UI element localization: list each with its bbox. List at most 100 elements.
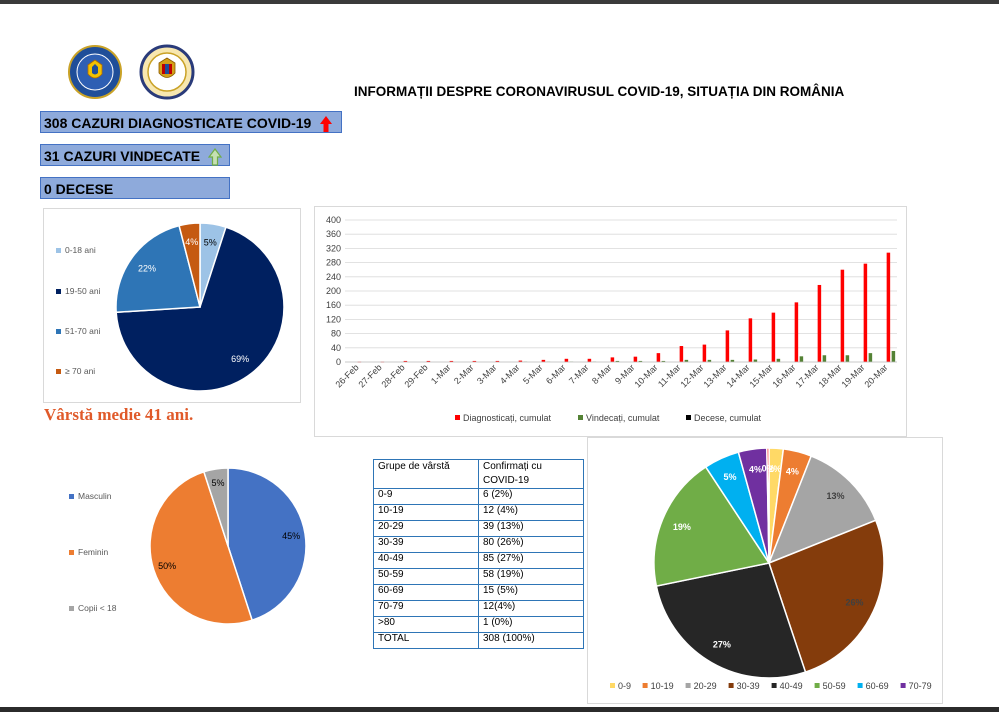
table-cell-confirmed: 80 (26%) xyxy=(478,536,584,553)
legend-label: Vindecați, cumulat xyxy=(586,413,660,423)
legend-swatch xyxy=(69,494,74,500)
y-tick-label: 280 xyxy=(326,258,341,268)
bar-diagnosed xyxy=(610,357,615,362)
table-row: 0-9 6 (2%) xyxy=(373,488,584,505)
x-tick-label: 8-Mar xyxy=(590,362,614,386)
table-cell-confirmed: 1 (0%) xyxy=(478,616,584,633)
x-tick-label: 13-Mar xyxy=(701,362,728,389)
legend-label: 40-49 xyxy=(780,681,803,691)
table-cell-age-group: 50-59 xyxy=(373,568,479,585)
pie-slice-feminin xyxy=(149,470,254,625)
bar-recovered xyxy=(661,360,666,362)
y-tick-label: 80 xyxy=(331,329,341,339)
legend-label: 60-69 xyxy=(866,681,889,691)
legend-item: ≥ 70 ani xyxy=(56,366,95,376)
x-tick-label: 6-Mar xyxy=(544,362,568,386)
x-tick-label: 18-Mar xyxy=(816,362,843,389)
pie-data-label: 22% xyxy=(138,263,156,273)
table-header-age-group: Grupe de vârstă xyxy=(373,459,479,489)
pie-slice-70-ani xyxy=(178,222,201,308)
legend-label: Feminin xyxy=(78,547,109,557)
legend-swatch xyxy=(56,289,61,295)
pie-data-label: 27% xyxy=(713,640,731,650)
pie-data-label: 5% xyxy=(204,237,217,247)
x-tick-label: 28-Feb xyxy=(379,362,406,389)
gender-pie-panel: Masculin Feminin Copii < 18 45% 50% 5% xyxy=(44,454,349,656)
x-tick-label: 12-Mar xyxy=(678,362,705,389)
pie-slice-30-39 xyxy=(768,519,885,674)
pie-slice-masculin xyxy=(227,467,307,622)
y-tick-label: 160 xyxy=(326,300,341,310)
bar-recovered xyxy=(776,358,781,362)
arrow-up-red-icon xyxy=(320,116,333,133)
bar-recovered xyxy=(753,359,758,362)
table-cell-confirmed: 6 (2%) xyxy=(478,488,584,505)
table-cell-confirmed: 12 (4%) xyxy=(478,504,584,521)
legend-label: Masculin xyxy=(78,491,112,501)
pie-data-label: 4% xyxy=(786,467,799,477)
legend-label: 20-29 xyxy=(694,681,717,691)
x-tick-label: 17-Mar xyxy=(793,362,820,389)
table-cell-age-group: 40-49 xyxy=(373,552,479,569)
y-tick-label: 400 xyxy=(326,215,341,225)
pie-data-label: 0% xyxy=(762,464,775,474)
bar-diagnosed xyxy=(541,359,546,362)
x-tick-label: 14-Mar xyxy=(724,362,751,389)
bar-diagnosed xyxy=(886,252,891,362)
table-cell-age-group: 10-19 xyxy=(373,504,479,521)
government-seal-logo xyxy=(68,45,122,99)
table-cell-confirmed: 12(4%) xyxy=(478,600,584,617)
pie-slice-50-59 xyxy=(653,465,771,587)
table-row: 50-59 58 (19%) xyxy=(373,568,584,585)
x-tick-label: 1-Mar xyxy=(429,362,453,386)
legend-swatch xyxy=(455,415,460,420)
pie-slice-copii-18 xyxy=(202,467,229,547)
bar-recovered xyxy=(799,356,804,362)
table-cell-confirmed: 58 (19%) xyxy=(478,568,584,585)
bar-diagnosed xyxy=(679,346,684,362)
legend-swatch xyxy=(642,683,648,688)
bar-diagnosed xyxy=(403,360,408,362)
bar-recovered xyxy=(638,360,643,362)
pie-data-label: 26% xyxy=(846,598,864,608)
bar-recovered xyxy=(891,350,896,362)
table-header-row: Grupe de vârstă Confirmați cu COVID-19 xyxy=(373,459,584,489)
bar-diagnosed xyxy=(518,360,523,362)
x-tick-label: 4-Mar xyxy=(498,362,522,386)
legend-swatch xyxy=(56,369,61,375)
legend-item: Masculin xyxy=(69,491,112,501)
legend-swatch xyxy=(900,683,906,688)
pie-data-label: 2% xyxy=(768,464,781,474)
bar-diagnosed xyxy=(840,269,845,362)
x-tick-label: 29-Feb xyxy=(402,362,429,389)
pie-data-label: 5% xyxy=(211,478,224,488)
legend-item: 51-70 ani xyxy=(56,326,100,336)
window-top-border xyxy=(0,0,999,4)
x-tick-label: 16-Mar xyxy=(770,362,797,389)
table-cell-confirmed: 308 (100%) xyxy=(478,632,584,649)
x-tick-label: 10-Mar xyxy=(632,362,659,389)
x-tick-label: 2-Mar xyxy=(452,362,476,386)
table-row: 40-49 85 (27%) xyxy=(373,552,584,569)
table-row: >80 1 (0%) xyxy=(373,616,584,633)
legend-swatch xyxy=(728,683,734,688)
legend-swatch xyxy=(69,550,74,556)
table-row: 20-29 39 (13%) xyxy=(373,520,584,537)
page-title: INFORMAȚII DESPRE CORONAVIRUSUL COVID-19… xyxy=(354,84,845,99)
legend-swatch xyxy=(857,683,863,688)
bar-diagnosed xyxy=(748,318,753,362)
table-cell-age-group: 70-79 xyxy=(373,600,479,617)
age-group-pie-panel: 0-18 ani 19-50 ani 51-70 ani ≥ 70 ani 5% 69%… xyxy=(43,208,301,403)
legend-label: 0-18 ani xyxy=(65,245,96,255)
pie-slice-40-49 xyxy=(655,562,807,679)
diagnosed-cases-text: 308 CAZURI DIAGNOSTICATE COVID-19 xyxy=(44,115,312,131)
table-cell-confirmed: 85 (27%) xyxy=(478,552,584,569)
legend-label: 70-79 xyxy=(909,681,932,691)
y-tick-label: 40 xyxy=(331,343,341,353)
x-tick-label: 11-Mar xyxy=(656,362,683,389)
legend-item: 0-18 ani xyxy=(56,245,96,255)
bar-diagnosed xyxy=(495,360,500,362)
y-tick-label: 320 xyxy=(326,243,341,253)
y-tick-label: 0 xyxy=(336,357,341,367)
bar-diagnosed xyxy=(656,353,661,362)
